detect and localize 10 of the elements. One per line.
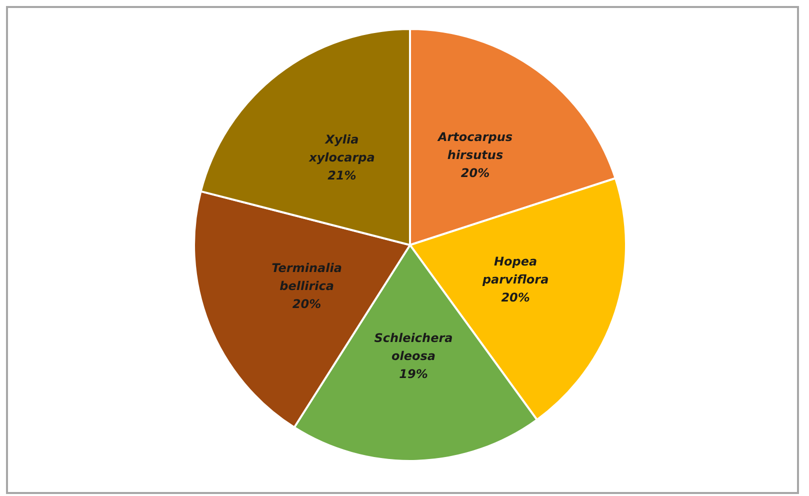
slice-label: Xylia xylocarpa <box>308 132 375 164</box>
slice-label: Hopea parviflora <box>481 254 549 286</box>
data-label: 21% <box>328 168 356 182</box>
data-label: 20% <box>292 296 322 311</box>
data-label: 20% <box>501 290 530 304</box>
data-label: 20% <box>460 166 490 180</box>
slice-label: Schleichera oleosa <box>374 330 453 363</box>
slice-label: Artocarpus hirsutus <box>436 130 513 162</box>
slice-label: Terminalia bellirica <box>272 260 342 293</box>
data-label: 19% <box>399 366 428 381</box>
